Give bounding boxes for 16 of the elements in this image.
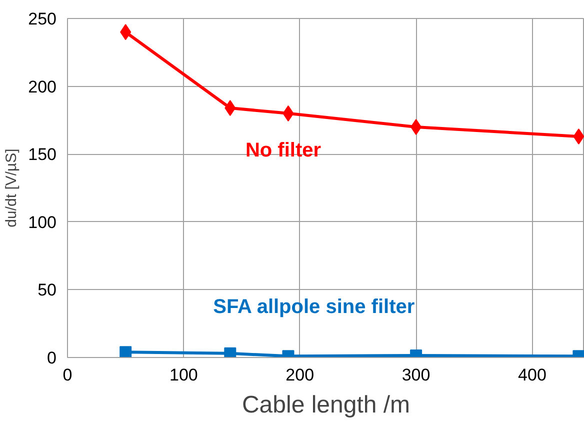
x-tick-label: 400 [518, 366, 546, 384]
x-tick-label: 100 [170, 366, 198, 384]
y-tick-label: 100 [28, 212, 57, 232]
x-axis-title: Cable length /m [242, 392, 410, 418]
x-tick-label: 300 [402, 366, 430, 384]
series-label: No filter [245, 139, 322, 162]
series-label: SFA allpole sine filter [213, 296, 415, 318]
x-tick-label: 200 [286, 366, 314, 384]
x-tick-label: 0 [62, 366, 72, 384]
y-tick-label: 0 [47, 348, 57, 368]
y-tick-label: 50 [38, 280, 57, 300]
y-tick-label: 150 [28, 145, 57, 164]
y-tick-label: 200 [28, 77, 57, 96]
point [224, 347, 236, 358]
y-axis-title: du/dt [V/µS] [3, 148, 20, 228]
y-tick-label: 250 [28, 10, 57, 28]
